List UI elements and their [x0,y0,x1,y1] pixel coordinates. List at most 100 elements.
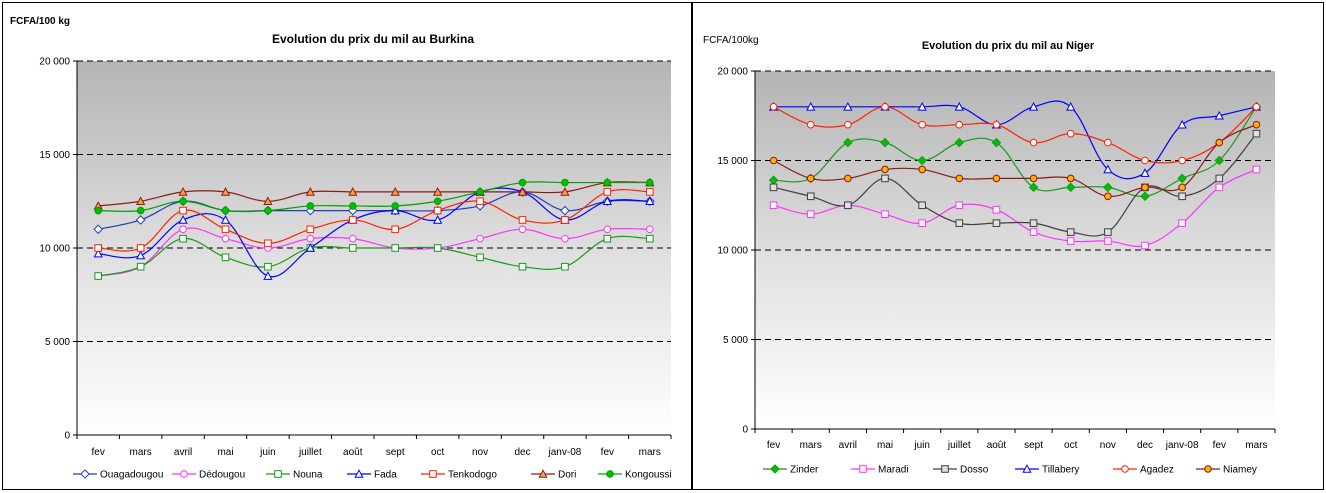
x-tick-label-burkina: oct [431,447,445,458]
x-tick-label-burkina: juin [259,447,276,458]
legend-marker-niger-zinder [770,464,780,474]
data-point-niger-zinder [880,137,890,148]
data-point-niger-tillabery [843,101,853,111]
data-point-niger-tillabery [1140,168,1150,177]
data-point-niger-zinder [1028,182,1039,193]
data-point-burkina-kongoussi [603,178,612,187]
data-point-burkina-kongoussi [391,202,400,210]
data-point-burkina-dedougou [221,234,230,243]
data-point-burkina-kongoussi [476,188,484,196]
data-point-burkina-dedougou [348,234,357,243]
data-point-burkina-nouna [433,244,442,252]
legend-item-niger-zinder: Zinder [763,464,819,476]
data-point-niger-niamey [1252,120,1261,129]
data-point-burkina-nouna [94,272,103,280]
data-point-burkina-kongoussi [264,206,272,215]
data-point-niger-niamey [881,165,889,174]
legend-label-niger-maradi: Maradi [878,465,909,476]
series-line-burkina-fada [98,187,650,278]
data-point-niger-tillabery [954,101,964,111]
legend-item-niger-tillabery: Tillabery [1015,464,1079,476]
y-axis-label-niger: FCFA/100kg [703,35,759,46]
legend-burkina: Ouagadougou Dédougou Nouna Fada Tenkodogo Dor… [73,469,672,481]
data-point-niger-maradi [1066,237,1075,245]
data-point-burkina-nouna [136,262,145,271]
data-point-niger-agadez [1066,129,1075,138]
data-point-burkina-kongoussi [136,206,145,215]
legend-marker-burkina-dedougou [180,470,188,478]
data-point-burkina-dori [433,187,443,196]
data-point-burkina-tenkodogo [179,206,187,215]
data-point-niger-zinder [991,137,1002,148]
y-tick-label-burkina: 0 [64,431,70,442]
data-point-niger-maradi [1178,219,1186,227]
data-point-burkina-kongoussi [561,178,569,187]
x-tick-label-burkina: fev [601,447,614,458]
data-point-niger-zinder [1214,155,1225,166]
data-point-burkina-dedougou [476,234,484,243]
data-point-niger-agadez [1104,138,1112,147]
data-point-burkina-nouna [221,253,230,262]
data-point-niger-tillabery [1177,119,1187,129]
data-point-niger-agadez [769,103,778,111]
x-tick-label-burkina: fev [92,447,105,458]
data-point-burkina-fada [390,205,400,215]
legend-marker-burkina-tenkodogo [429,470,437,478]
data-point-burkina-dori [348,187,358,196]
y-tick-label-niger: 5 000 [723,335,748,346]
data-point-niger-agadez [1029,138,1038,147]
data-point-niger-agadez [844,120,852,129]
x-tick-label-niger: sept [1024,440,1043,451]
y-axis-label-burkina: FCFA/100 kg [10,16,70,27]
data-point-burkina-kongoussi [348,202,357,210]
x-tick-label-niger: oct [1064,440,1078,451]
legend-label-burkina-tenkodogo: Tenkodogo [448,470,497,481]
x-tick-label-niger: août [987,440,1007,451]
data-point-niger-dosso [955,219,964,227]
data-point-niger-tillabery [1103,164,1113,174]
y-tick-label-niger: 10 000 [717,246,748,257]
data-point-burkina-nouna [348,244,357,252]
data-point-burkina-fada [602,196,612,206]
data-point-niger-dosso [806,192,815,201]
data-point-burkina-fada [220,215,231,224]
legend-marker-burkina-dori [538,469,548,478]
data-point-niger-dosso [992,219,1001,227]
data-point-burkina-ouagadougou [135,215,146,225]
legend-item-burkina-nouna: Nouna [266,470,323,481]
data-point-burkina-dedougou [561,234,569,243]
data-point-niger-niamey [1029,174,1038,183]
data-point-burkina-kongoussi [518,178,527,187]
data-point-niger-dosso [918,201,926,210]
legend-marker-burkina-fada [354,469,364,478]
legend-item-burkina-dedougou: Dédougou [172,470,245,481]
chart-title-burkina: Evolution du prix du mil au Burkina [272,32,474,46]
data-point-niger-zinder [1177,173,1187,184]
y-tick-label-burkina: 15 000 [39,150,70,161]
data-point-niger-maradi [1252,165,1261,174]
data-point-burkina-fada [263,271,273,280]
y-tick-label-niger: 15 000 [717,156,748,167]
data-point-niger-tillabery [1214,110,1224,120]
legend-marker-burkina-ouagadougou [80,469,90,479]
data-point-niger-maradi [918,219,926,227]
data-point-niger-agadez [1252,103,1261,111]
legend-label-burkina-kongoussi: Kongoussi [625,470,672,481]
data-point-burkina-tenkodogo [264,239,272,248]
data-point-burkina-nouna [476,253,484,262]
series-line-burkina-dori [98,181,650,207]
data-point-niger-agadez [1141,156,1149,165]
data-point-burkina-fada [93,248,103,258]
data-point-niger-agadez [881,103,889,111]
data-point-niger-niamey [1178,183,1186,192]
data-point-burkina-dedougou [179,225,187,234]
chart-niger: Evolution du prix du mil au Niger FCFA/10… [703,35,1276,476]
legend-item-burkina-dori: Dori [531,469,576,481]
data-point-burkina-fada [136,250,146,260]
data-point-niger-zinder [917,155,927,166]
y-tick-label-niger: 0 [742,425,748,436]
data-point-burkina-tenkodogo [645,188,654,196]
data-point-burkina-tenkodogo [391,225,400,234]
data-point-niger-tillabery [1066,101,1076,111]
